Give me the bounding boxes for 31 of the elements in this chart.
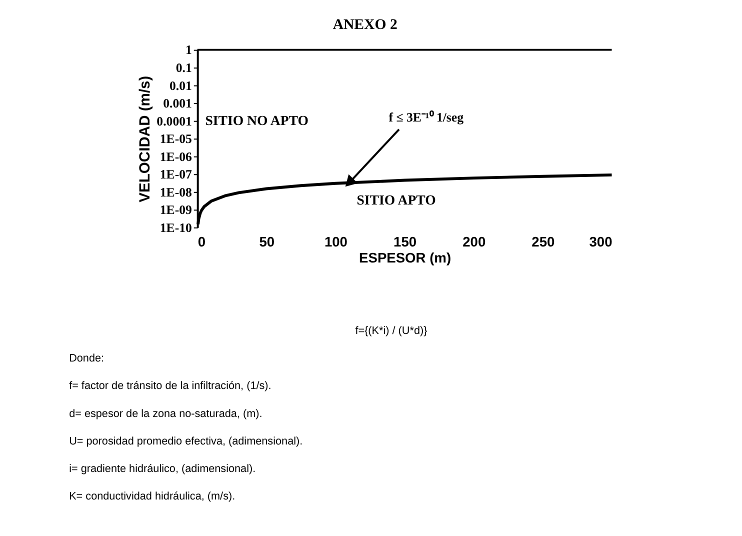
text: f={(K*i) / (U*d)} <box>355 324 428 337</box>
x-axis-title: ESPESOR (m) <box>359 249 452 266</box>
annotation: SITIO APTO <box>356 192 436 208</box>
annotation: SITIO NO APTO <box>205 112 309 128</box>
x-tick-label: 150 <box>394 234 417 250</box>
y-tick-label: 1E-08 <box>160 185 192 200</box>
text: K= conductividad hidráulica, (m/s). <box>69 490 236 503</box>
y-tick-label: 1 <box>186 43 192 58</box>
y-tick-label: 0.1 <box>176 61 192 75</box>
chart-title: ANEXO 2 <box>332 17 398 34</box>
y-tick-label: 1E-05 <box>160 132 192 146</box>
annotation: f ≤ 3E⁻¹⁰ 1/seg <box>388 110 464 124</box>
x-tick-label: 50 <box>259 234 275 250</box>
text: i= gradiente hidráulico, (adimensional). <box>69 463 256 476</box>
x-tick-label: 300 <box>589 234 613 250</box>
y-tick-label: 1E-06 <box>160 150 193 164</box>
x-tick-label: 200 <box>462 234 486 250</box>
x-tick-label: 250 <box>532 234 556 250</box>
y-axis-title: VELOCIDAD (m/s) <box>138 76 154 202</box>
y-tick-label: 1E-09 <box>160 203 192 218</box>
text: f= factor de tránsito de la infiltración, (1/s). <box>69 380 272 392</box>
y-tick-label: 0.001 <box>163 96 192 111</box>
y-tick-label: 0.01 <box>169 78 192 93</box>
text: U= porosidad promedio efectiva, (adimensional). <box>69 435 303 448</box>
y-tick-label: 0.0001 <box>156 114 192 128</box>
x-tick-label: 0 <box>198 234 206 250</box>
y-tick-label: 1E-07 <box>160 168 193 182</box>
text: d= espesor de la zona no-saturada, (m). <box>69 408 262 420</box>
text: Donde: <box>69 352 104 365</box>
y-tick-label: 1E-10 <box>160 220 192 235</box>
x-tick-label: 100 <box>324 234 348 250</box>
